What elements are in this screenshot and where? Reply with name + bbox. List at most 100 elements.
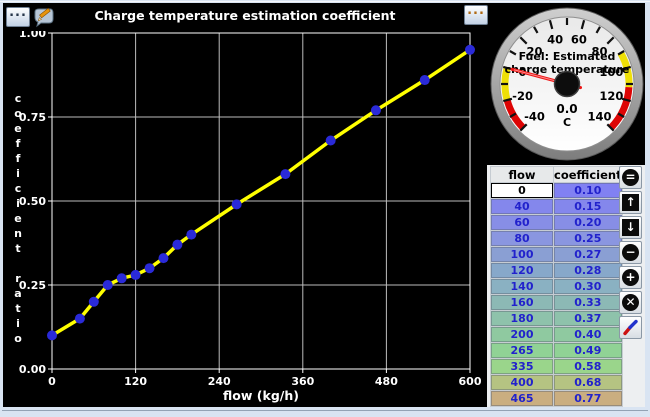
edit-pencil-button[interactable] [619,316,642,339]
cell-flow[interactable]: 265 [491,343,553,358]
cell-coefficient[interactable]: 0.37 [554,311,622,326]
cell-flow[interactable]: 180 [491,311,553,326]
data-point[interactable] [130,269,141,280]
cell-coefficient[interactable]: 0.77 [554,391,622,406]
shift-up-button[interactable]: ↑ [619,191,642,214]
gauge-tick [509,50,517,56]
cell-flow[interactable]: 120 [491,263,553,278]
gauge-zone [608,86,633,131]
x-tick-label: 0 [48,375,56,388]
chart-header: ... Charge temperature estimation coeffi… [3,3,487,31]
x-tick-label: 360 [291,375,314,388]
gauge-tick [519,36,528,45]
data-point[interactable] [158,253,169,264]
chart-title: Charge temperature estimation coefficien… [94,8,396,23]
gauge-unit: C [563,116,571,129]
y-tick-label: 0.00 [19,363,46,376]
data-point[interactable] [186,229,197,240]
gauge-tick [617,50,625,56]
gauge-tick-label: 80 [592,44,608,58]
x-tick-label: 120 [124,375,147,388]
gauge-tick [595,26,601,34]
increase-button[interactable]: + [619,266,642,289]
table-panel: flow coefficient 0 0.10 40 0.15 60 0.20 80 0.25… [487,165,645,417]
gauge-tick [621,65,632,71]
table-row: 465 0.77 [491,391,622,406]
cell-coefficient[interactable]: 0.25 [554,231,622,246]
cell-flow[interactable]: 100 [491,247,553,262]
cell-coefficient[interactable]: 0.27 [554,247,622,262]
shift-up-button-icon: ↑ [622,194,639,211]
data-point[interactable] [116,273,127,284]
gauge-needle-highlight [513,69,558,82]
scale-button[interactable]: ✕ [619,291,642,314]
gauge-tick [621,97,632,103]
edit-note-icon[interactable] [32,6,56,28]
cell-flow[interactable]: 335 [491,359,553,374]
shift-down-button[interactable]: ↓ [619,216,642,239]
data-point[interactable] [144,263,155,274]
data-point[interactable] [172,239,183,250]
gauge-tick [580,19,586,30]
cell-flow[interactable]: 140 [491,279,553,294]
cell-coefficient[interactable]: 0.40 [554,327,622,342]
data-point[interactable] [231,199,242,210]
cell-coefficient[interactable]: 0.15 [554,199,622,214]
y-tick-label: 0.75 [19,111,46,124]
table-row: 140 0.30 [491,279,622,294]
cell-coefficient[interactable]: 0.49 [554,343,622,358]
table-header-flow: flow [491,167,553,182]
table-header-coefficient: coefficient [554,167,622,182]
cell-coefficient[interactable]: 0.28 [554,263,622,278]
table-row: 335 0.58 [491,359,622,374]
data-point[interactable] [280,169,291,180]
x-tick-label: 480 [375,375,398,388]
gauge-tick [606,123,615,132]
data-point[interactable] [325,135,336,146]
data-point[interactable] [370,105,381,116]
cell-coefficient[interactable]: 0.58 [554,359,622,374]
gauge-tick-label: 60 [571,33,587,47]
chart-plot-area[interactable]: 0.00 0.25 0.50 0.75 1.00 0 120 240 360 480 600 flow… [3,31,487,407]
cell-flow[interactable]: 400 [491,375,553,390]
gauge-tick [617,112,625,118]
chart-xlabel: flow (kg/h) [223,388,299,403]
data-point[interactable] [102,280,113,290]
cell-flow[interactable]: 40 [491,199,553,214]
data-point[interactable] [465,44,475,55]
gauge-config-button[interactable]: ... [464,4,488,25]
table-row: 40 0.15 [491,199,622,214]
decrease-button[interactable]: − [619,241,642,264]
cell-coefficient[interactable]: 0.10 [554,183,622,198]
cell-flow[interactable]: 60 [491,215,553,230]
cell-coefficient[interactable]: 0.20 [554,215,622,230]
chart-config-button[interactable]: ... [6,6,30,27]
gauge-tick [509,112,517,118]
data-point[interactable] [419,75,430,86]
cell-coefficient[interactable]: 0.30 [554,279,622,294]
cell-coefficient[interactable]: 0.33 [554,295,622,310]
equalize-button[interactable]: = [619,166,642,189]
gauge-panel: -40-20020406080100120140Fuel: Estimatedc… [487,3,645,165]
window-footer [0,407,650,417]
table-row: 120 0.28 [491,263,622,278]
data-point[interactable] [88,296,99,307]
increase-button-icon: + [622,269,639,286]
cell-coefficient[interactable]: 0.68 [554,375,622,390]
cell-flow[interactable]: 80 [491,231,553,246]
footer-divider [2,410,648,411]
y-tick-label: 0.25 [19,279,46,292]
data-point[interactable] [74,313,85,324]
y-tick-label: 1.00 [19,31,46,40]
gauge-tick [606,36,615,45]
cell-flow[interactable]: 0 [491,183,553,198]
cell-flow[interactable]: 160 [491,295,553,310]
gauge-tick-label: 100 [599,65,623,79]
cell-flow[interactable]: 465 [491,391,553,406]
cell-flow[interactable]: 200 [491,327,553,342]
pencil-icon [623,319,638,336]
data-point[interactable] [47,330,57,341]
gauge-tick-label: 140 [588,110,612,124]
